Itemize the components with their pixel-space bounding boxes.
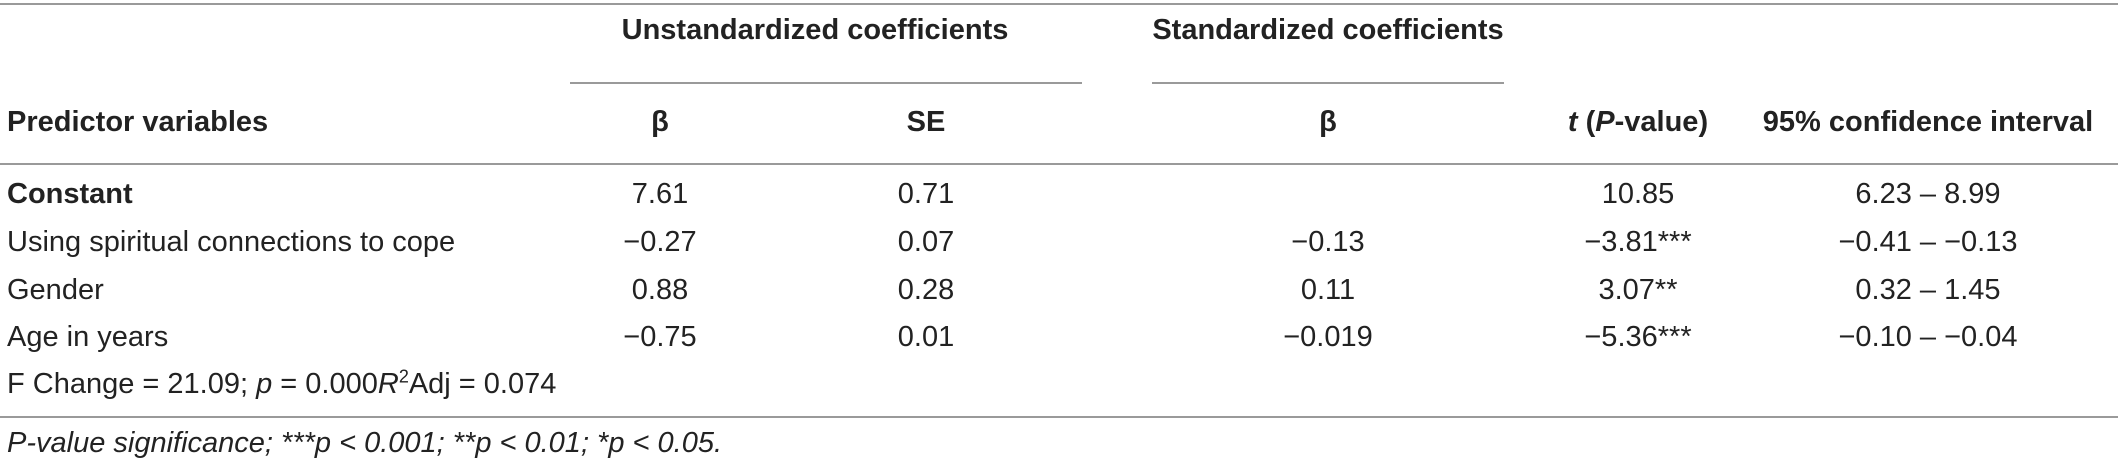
summary-r2-adj: Adj = 0.074 bbox=[408, 368, 557, 400]
summary-p-value: = 0.000 bbox=[272, 368, 378, 400]
row-ci: 6.23 – 8.99 bbox=[1855, 178, 2001, 210]
row-t: −3.81*** bbox=[1584, 226, 1692, 258]
row-t: 10.85 bbox=[1601, 178, 1675, 210]
row-beta-std: −0.13 bbox=[1291, 226, 1365, 258]
group-rule-standardized bbox=[1152, 82, 1504, 84]
row-predictor: Constant bbox=[7, 178, 133, 210]
row-se: 0.07 bbox=[897, 226, 955, 258]
row-beta-std: 0.11 bbox=[1300, 274, 1356, 306]
group-header-unstandardized: Unstandardized coefficients bbox=[621, 14, 1009, 46]
header-bottom-rule bbox=[0, 163, 2118, 165]
row-beta: 7.61 bbox=[631, 178, 689, 210]
model-summary: F Change = 21.09; p = 0.000R2Adj = 0.074 bbox=[7, 366, 556, 402]
col-header-beta-std: β bbox=[1319, 106, 1337, 138]
row-beta: −0.75 bbox=[623, 321, 697, 353]
row-beta: 0.88 bbox=[631, 274, 689, 306]
row-ci: −0.10 – −0.04 bbox=[1838, 321, 2018, 353]
group-rule-unstandardized bbox=[570, 82, 1082, 84]
table-top-rule bbox=[0, 3, 2118, 5]
row-se: 0.28 bbox=[897, 274, 955, 306]
row-predictor: Using spiritual connections to cope bbox=[7, 226, 456, 258]
row-se: 0.01 bbox=[897, 321, 955, 353]
group-header-standardized: Standardized coefficients bbox=[1152, 14, 1504, 46]
col-header-predictor: Predictor variables bbox=[7, 106, 269, 138]
row-ci: −0.41 – −0.13 bbox=[1838, 226, 2018, 258]
col-header-ci: 95% confidence interval bbox=[1762, 106, 2094, 138]
table-footnote: P-value significance; ***p < 0.001; **p … bbox=[7, 427, 723, 459]
row-predictor: Age in years bbox=[7, 321, 169, 353]
summary-r-superscript: 2 bbox=[398, 366, 409, 387]
t-suffix: -value) bbox=[1614, 106, 1709, 138]
row-se: 0.71 bbox=[897, 178, 955, 210]
row-beta-std: −0.019 bbox=[1283, 321, 1373, 353]
t-symbol: t bbox=[1567, 106, 1578, 138]
summary-r-symbol: R bbox=[377, 368, 399, 400]
col-header-se: SE bbox=[906, 106, 946, 138]
row-t: −5.36*** bbox=[1584, 321, 1692, 353]
table-bottom-rule bbox=[0, 416, 2118, 418]
row-beta: −0.27 bbox=[623, 226, 697, 258]
p-symbol: P bbox=[1595, 106, 1615, 138]
col-header-beta-unstd: β bbox=[651, 106, 669, 138]
t-open-paren: ( bbox=[1577, 106, 1596, 138]
row-predictor: Gender bbox=[7, 274, 104, 306]
col-header-t-pvalue: t (P-value) bbox=[1568, 104, 1708, 140]
row-ci: 0.32 – 1.45 bbox=[1855, 274, 2001, 306]
summary-p-symbol: p bbox=[256, 368, 273, 400]
row-t: 3.07** bbox=[1598, 274, 1678, 306]
summary-f-change: F Change = 21.09; bbox=[7, 368, 257, 400]
